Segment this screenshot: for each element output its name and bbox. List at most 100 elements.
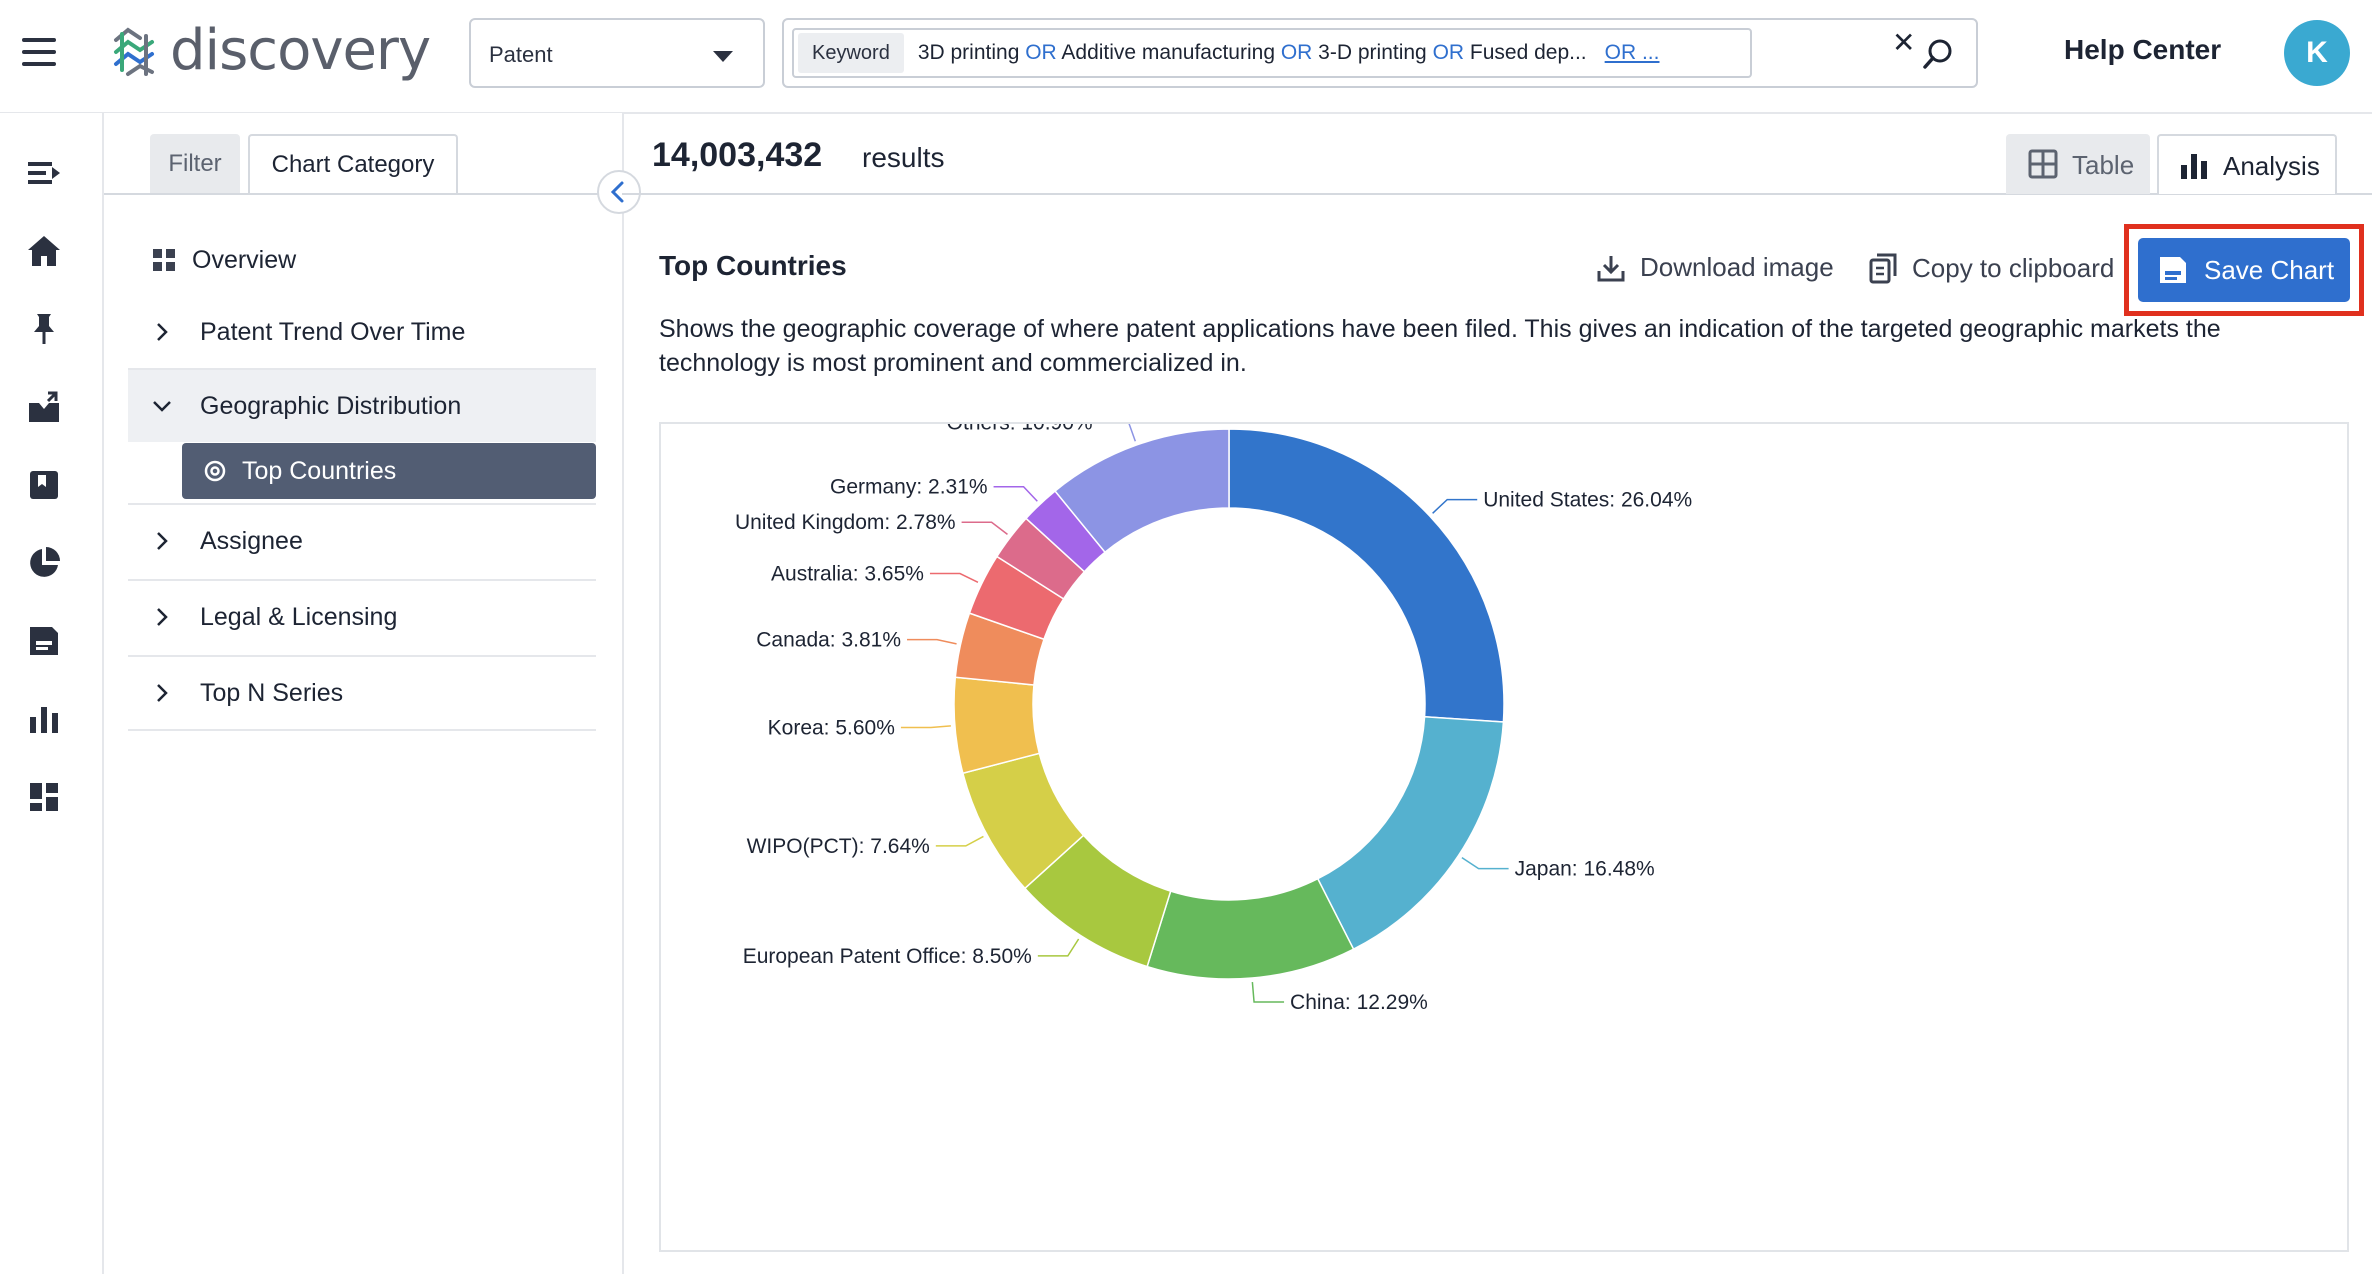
query-term: Fused dep... (1464, 41, 1587, 64)
query-term: Additive manufacturing (1057, 41, 1281, 64)
slice-leader-line (1038, 939, 1079, 956)
tab-analysis-label: Analysis (2223, 151, 2320, 182)
nav-assignee-label: Assignee (200, 527, 303, 556)
tab-analysis[interactable]: Analysis (2157, 134, 2337, 194)
chevron-left-icon (599, 172, 639, 212)
pie-chart-icon[interactable] (26, 545, 62, 581)
hamburger-menu-icon[interactable] (22, 38, 58, 66)
tab-table-label: Table (2072, 150, 2134, 181)
nav-top-n-series[interactable]: Top N Series (128, 657, 596, 729)
nav-legal-label: Legal & Licensing (200, 603, 397, 632)
table-icon (2028, 149, 2058, 179)
save-icon (2158, 255, 2188, 285)
nav-divider (128, 729, 596, 731)
chip-query-text: 3D printing OR Additive manufacturing OR… (918, 41, 1587, 65)
slice-label: United States: 26.04% (1483, 489, 1692, 512)
chart-title: Top Countries (659, 250, 847, 282)
nav-patent-trend-label: Patent Trend Over Time (200, 318, 465, 347)
results-label: results (862, 142, 944, 174)
tab-table[interactable]: Table (2006, 134, 2150, 194)
bar-chart-icon[interactable] (26, 701, 62, 737)
home-icon[interactable] (26, 233, 62, 269)
chevron-right-icon (152, 607, 172, 627)
inbox-icon[interactable] (26, 389, 62, 425)
logo-text: discovery (170, 18, 430, 83)
slice-leader-line (1433, 500, 1478, 514)
logo[interactable]: discovery (108, 22, 430, 78)
grid-icon (152, 248, 176, 272)
pin-icon[interactable] (26, 311, 62, 347)
tab-filter[interactable]: Filter (150, 134, 240, 194)
slice-leader-line (962, 522, 1008, 534)
bookmark-icon[interactable] (26, 467, 62, 503)
donut-chart: United States: 26.04% Japan: 16.48% China:… (661, 424, 2347, 1250)
donut-slice[interactable] (1229, 429, 1504, 722)
collapse-panel-button[interactable] (597, 170, 641, 214)
save-chart-label: Save Chart (2204, 255, 2334, 286)
results-count: 14,003,432 (652, 136, 822, 175)
nav-geographic-label: Geographic Distribution (200, 392, 461, 421)
slice-label: Japan: 16.48% (1515, 858, 1655, 881)
slice-leader-line (901, 726, 951, 728)
slice-leader-line (936, 836, 984, 845)
collapse-menu-icon[interactable] (26, 155, 62, 191)
query-term: 3D printing (918, 41, 1025, 64)
chevron-down-icon (152, 396, 172, 416)
donut-slice[interactable] (1318, 717, 1504, 949)
nav-top-n-label: Top N Series (200, 679, 343, 708)
chevron-right-icon (152, 531, 172, 551)
download-image-label: Download image (1640, 252, 1834, 283)
nav-overview-label: Overview (192, 246, 296, 275)
query-term: 3-D printing (1312, 41, 1432, 64)
save-icon[interactable] (26, 623, 62, 659)
slice-label: European Patent Office: 8.50% (743, 945, 1032, 968)
nav-assignee[interactable]: Assignee (128, 505, 596, 577)
nav-legal-licensing[interactable]: Legal & Licensing (128, 581, 596, 653)
download-image-button[interactable]: Download image (1596, 252, 1834, 283)
search-box[interactable]: Keyword 3D printing OR Additive manufact… (782, 18, 1978, 88)
target-icon (204, 460, 226, 482)
download-icon (1596, 253, 1626, 283)
chip-more-link[interactable]: OR ... (1605, 41, 1660, 65)
chart-container: United States: 26.04% Japan: 16.48% China:… (659, 422, 2349, 1252)
nav-overview[interactable]: Overview (128, 224, 596, 296)
logo-mark-icon (108, 20, 164, 80)
search-type-value: Patent (489, 42, 553, 68)
slice-label: United Kingdom: 2.78% (735, 511, 956, 534)
slice-leader-line (1462, 858, 1509, 869)
slice-leader-line (1099, 424, 1136, 441)
chevron-right-icon (152, 683, 172, 703)
slice-label: Korea: 5.60% (768, 716, 895, 739)
slice-label: Germany: 2.31% (830, 476, 988, 499)
slice-label: Australia: 3.65% (771, 563, 924, 586)
query-operator: OR (1433, 41, 1465, 64)
help-center-link[interactable]: Help Center (2064, 34, 2221, 66)
nav-geographic-distribution[interactable]: Geographic Distribution (128, 370, 596, 442)
slice-leader-line (1252, 982, 1284, 1002)
slice-leader-line (907, 640, 957, 644)
chip-field-label: Keyword (798, 33, 904, 73)
chevron-right-icon (152, 322, 172, 342)
copy-to-clipboard-label: Copy to clipboard (1912, 253, 2114, 284)
clipboard-icon (1868, 252, 1898, 284)
query-operator: OR (1281, 41, 1313, 64)
slice-label: China: 12.29% (1290, 991, 1428, 1014)
search-icon[interactable] (1922, 38, 1954, 70)
slice-label: Others: 10.90% (947, 424, 1093, 434)
slice-label: WIPO(PCT): 7.64% (747, 835, 930, 858)
left-rail (0, 113, 104, 1274)
copy-to-clipboard-button[interactable]: Copy to clipboard (1868, 252, 2114, 284)
save-chart-button[interactable]: Save Chart (2138, 238, 2350, 302)
clear-query-icon[interactable]: ✕ (1892, 29, 1915, 57)
donut-slice[interactable] (1147, 879, 1353, 979)
nav-patent-trend[interactable]: Patent Trend Over Time (128, 296, 596, 368)
tab-chart-category[interactable]: Chart Category (248, 134, 458, 194)
search-query-chip[interactable]: Keyword 3D printing OR Additive manufact… (792, 28, 1752, 78)
chart-description: Shows the geographic coverage of where p… (659, 312, 2319, 380)
nav-top-countries[interactable]: Top Countries (182, 443, 596, 499)
search-type-select[interactable]: Patent (469, 18, 765, 88)
caret-down-icon (713, 51, 733, 62)
user-avatar[interactable]: K (2284, 20, 2350, 86)
dashboard-icon[interactable] (26, 779, 62, 815)
nav-top-countries-label: Top Countries (242, 457, 396, 486)
